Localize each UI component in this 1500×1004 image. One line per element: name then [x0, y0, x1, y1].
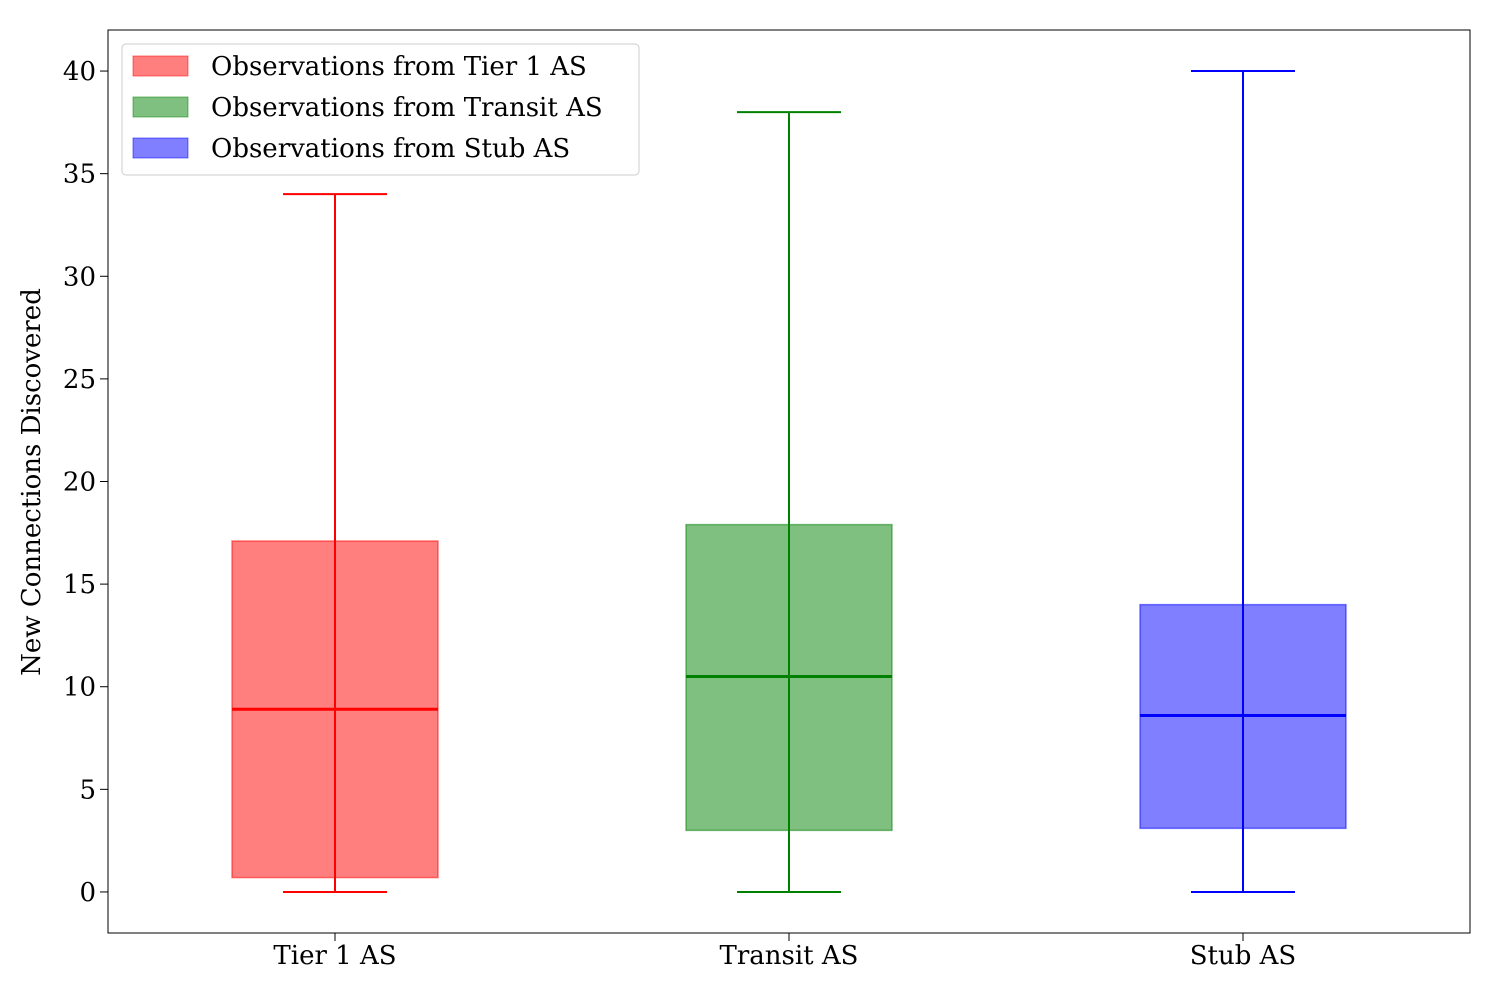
- legend-swatch: [132, 55, 189, 77]
- x-axis: Tier 1 AS Transit AS Stub AS: [273, 933, 1296, 971]
- legend: Observations from Tier 1 AS Observations …: [121, 43, 640, 176]
- y-tick-label: 40: [63, 57, 96, 87]
- y-tick-label: 15: [63, 570, 96, 600]
- box-group-2: [1139, 70, 1347, 893]
- legend-swatch: [132, 137, 189, 159]
- y-tick-label: 30: [63, 262, 96, 292]
- box-group-1: [685, 111, 893, 893]
- legend-entry-label: Observations from Transit AS: [211, 93, 603, 123]
- legend-swatch: [132, 96, 189, 118]
- plot-marks: [231, 70, 1347, 893]
- y-tick-label: 5: [79, 775, 96, 805]
- x-tick-label: Transit AS: [720, 941, 859, 971]
- y-tick-label: 35: [63, 160, 96, 190]
- legend-frame: [121, 43, 640, 176]
- legend-entry-label: Observations from Tier 1 AS: [211, 52, 587, 82]
- legend-entry-label: Observations from Stub AS: [211, 134, 570, 164]
- y-tick-label: 25: [63, 365, 96, 395]
- y-tick-label: 20: [63, 468, 96, 498]
- box-group-0: [231, 193, 439, 893]
- x-tick-label: Stub AS: [1190, 941, 1297, 971]
- y-tick-label: 10: [63, 673, 96, 703]
- y-axis: 0 5 10 15 20 25 30 35 40: [63, 57, 108, 908]
- y-axis-label: New Connections Discovered: [17, 288, 47, 676]
- y-tick-label: 0: [79, 878, 96, 908]
- x-tick-label: Tier 1 AS: [273, 941, 396, 971]
